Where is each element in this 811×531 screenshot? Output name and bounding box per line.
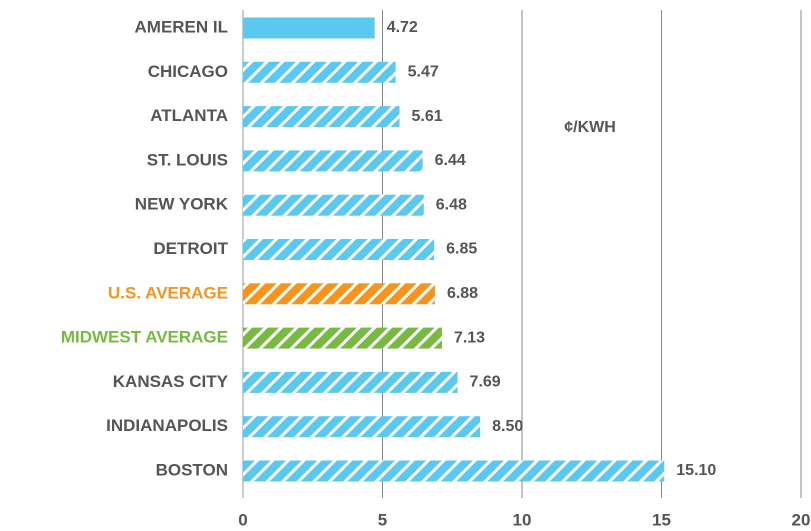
category-label: DETROIT bbox=[153, 239, 228, 258]
bar bbox=[243, 61, 396, 83]
bar bbox=[243, 150, 423, 172]
value-label: 5.47 bbox=[408, 64, 439, 81]
bar bbox=[243, 327, 442, 349]
category-label: CHICAGO bbox=[148, 62, 228, 81]
bar bbox=[243, 17, 375, 39]
category-label: ST. LOUIS bbox=[147, 150, 228, 169]
value-label: 8.50 bbox=[492, 418, 523, 435]
value-label: 7.69 bbox=[470, 374, 501, 391]
category-label: KANSAS CITY bbox=[113, 372, 229, 391]
category-label: AMEREN IL bbox=[135, 17, 229, 36]
category-label: ATLANTA bbox=[150, 106, 228, 125]
unit-annotation: ¢/KWH bbox=[564, 119, 616, 136]
x-tick-label: 20 bbox=[792, 510, 811, 529]
category-label: U.S. AVERAGE bbox=[108, 283, 228, 302]
value-label: 15.10 bbox=[676, 462, 716, 479]
bar bbox=[243, 371, 458, 393]
value-label: 4.72 bbox=[387, 19, 418, 36]
value-label: 6.48 bbox=[436, 196, 467, 213]
category-label: NEW YORK bbox=[135, 195, 229, 214]
category-label: INDIANAPOLIS bbox=[106, 416, 228, 435]
category-label: BOSTON bbox=[156, 460, 228, 479]
value-label: 5.61 bbox=[412, 108, 443, 125]
bar bbox=[243, 460, 665, 482]
value-label: 6.85 bbox=[446, 241, 477, 258]
bar bbox=[243, 416, 481, 438]
category-label: MIDWEST AVERAGE bbox=[61, 328, 228, 347]
value-label: 7.13 bbox=[454, 329, 485, 346]
value-label: 6.44 bbox=[435, 152, 466, 169]
x-tick-label: 0 bbox=[238, 510, 247, 529]
x-tick-label: 10 bbox=[513, 510, 532, 529]
x-tick-label: 5 bbox=[378, 510, 387, 529]
bar bbox=[243, 106, 400, 128]
value-label: 6.88 bbox=[447, 285, 478, 302]
bar bbox=[243, 239, 435, 260]
x-tick-label: 15 bbox=[652, 510, 671, 529]
bar bbox=[243, 283, 435, 305]
bar bbox=[243, 194, 424, 216]
